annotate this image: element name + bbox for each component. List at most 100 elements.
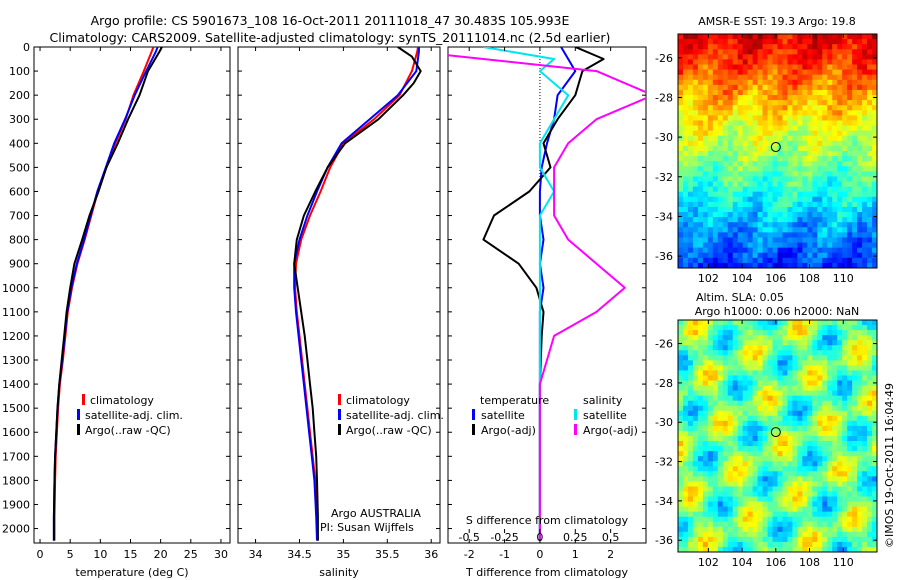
heatmap-cell bbox=[742, 451, 749, 457]
heatmap-cell bbox=[842, 115, 848, 121]
heatmap-cell bbox=[712, 39, 719, 45]
heatmap-cell bbox=[847, 541, 853, 548]
heatmap-cell bbox=[722, 237, 729, 243]
heatmap-cell bbox=[727, 441, 734, 447]
heatmap-cell bbox=[727, 420, 734, 427]
heatmap-cell bbox=[847, 496, 853, 502]
heatmap-cell bbox=[727, 176, 734, 182]
depth-tick-label: 1500 bbox=[2, 402, 30, 415]
heatmap-cell bbox=[737, 491, 744, 497]
heatmap-cell bbox=[687, 232, 694, 238]
heatmap-cell bbox=[697, 79, 704, 86]
heatmap-cell bbox=[802, 451, 808, 457]
heatmap-cell bbox=[752, 212, 759, 218]
heatmap-cell bbox=[727, 436, 734, 442]
salinity-series-group bbox=[293, 47, 422, 541]
heatmap-cell bbox=[717, 355, 724, 361]
heatmap-cell bbox=[702, 145, 709, 152]
heatmap-cell bbox=[832, 171, 838, 177]
heatmap-cell bbox=[872, 471, 877, 477]
differences-series-group bbox=[448, 47, 646, 541]
heatmap-cell bbox=[717, 201, 724, 208]
heatmap-cell bbox=[842, 120, 848, 126]
heatmap-cell bbox=[842, 222, 848, 228]
heatmap-cell bbox=[757, 496, 763, 502]
heatmap-cell bbox=[682, 151, 689, 157]
heatmap-cell bbox=[817, 95, 823, 101]
heatmap-cell bbox=[867, 217, 873, 223]
heatmap-cell bbox=[727, 491, 734, 497]
heatmap-cell bbox=[832, 526, 838, 533]
heatmap-cell bbox=[847, 262, 853, 268]
heatmap-cell bbox=[722, 95, 729, 101]
heatmap-cell bbox=[822, 345, 828, 351]
heatmap-cell bbox=[717, 115, 724, 121]
heatmap-cell bbox=[722, 105, 729, 111]
heatmap-cell bbox=[682, 242, 689, 249]
heatmap-cell bbox=[807, 115, 813, 121]
heatmap-cell bbox=[678, 39, 684, 45]
heatmap-cell bbox=[862, 242, 868, 249]
heatmap-cell bbox=[847, 89, 853, 96]
heatmap-cell bbox=[752, 471, 759, 477]
heatmap-cell bbox=[682, 521, 689, 528]
heatmap-cell bbox=[687, 34, 694, 40]
heatmap-cell bbox=[857, 181, 863, 188]
heatmap-cell bbox=[867, 110, 873, 116]
heatmap-cell bbox=[712, 481, 719, 487]
heatmap-cell bbox=[797, 54, 803, 60]
heatmap-cell bbox=[842, 481, 848, 487]
heatmap-cell bbox=[782, 516, 788, 523]
heatmap-cell bbox=[822, 181, 828, 188]
heatmap-cell bbox=[842, 516, 848, 523]
heatmap-cell bbox=[857, 430, 863, 437]
heatmap-cell bbox=[752, 247, 759, 254]
heatmap-cell bbox=[717, 350, 724, 356]
heatmap-cell bbox=[867, 506, 873, 513]
heatmap-cell bbox=[867, 196, 873, 203]
heatmap-cell bbox=[792, 145, 798, 152]
heatmap-cell bbox=[717, 166, 724, 172]
heatmap-cell bbox=[687, 526, 694, 533]
heatmap-cell bbox=[867, 64, 873, 71]
heatmap-cell bbox=[682, 516, 689, 523]
heatmap-cell bbox=[787, 325, 793, 331]
heatmap-cell bbox=[792, 130, 798, 137]
heatmap-cell bbox=[842, 201, 848, 208]
heatmap-cell bbox=[812, 196, 818, 203]
heatmap-cell bbox=[747, 89, 754, 96]
heatmap-cell bbox=[872, 105, 877, 111]
depth-tick-label: 0 bbox=[23, 41, 30, 54]
heatmap-cell bbox=[827, 44, 833, 50]
heatmap-cell bbox=[702, 340, 709, 346]
heatmap-cell bbox=[802, 232, 808, 238]
heatmap-cell bbox=[772, 64, 778, 71]
heatmap-cell bbox=[692, 237, 699, 243]
heatmap-cell bbox=[678, 186, 684, 193]
heatmap-cell bbox=[792, 400, 798, 407]
heatmap-cell bbox=[732, 355, 739, 361]
heatmap-cell bbox=[687, 186, 694, 193]
heatmap-cell bbox=[802, 247, 808, 254]
heatmap-cell bbox=[737, 385, 744, 392]
heatmap-cell bbox=[797, 491, 803, 497]
heatmap-cell bbox=[802, 212, 808, 218]
heatmap-cell bbox=[807, 135, 813, 142]
heatmap-cell bbox=[862, 420, 868, 427]
heatmap-cell bbox=[732, 451, 739, 457]
heatmap-cell bbox=[687, 355, 694, 361]
heatmap-cell bbox=[867, 44, 873, 50]
heatmap-cell bbox=[812, 89, 818, 96]
heatmap-cell bbox=[678, 125, 684, 132]
heatmap-cell bbox=[777, 79, 783, 86]
heatmap-cell bbox=[762, 466, 768, 472]
heatmap-cell bbox=[737, 466, 744, 472]
heatmap-cell bbox=[737, 227, 744, 233]
heatmap-cell bbox=[832, 410, 838, 417]
heatmap-cell bbox=[862, 491, 868, 497]
heatmap-cell bbox=[757, 84, 763, 91]
heatmap-cell bbox=[817, 252, 823, 259]
heatmap-cell bbox=[832, 181, 838, 188]
heatmap-cell bbox=[722, 501, 729, 508]
heatmap-cell bbox=[807, 446, 813, 452]
